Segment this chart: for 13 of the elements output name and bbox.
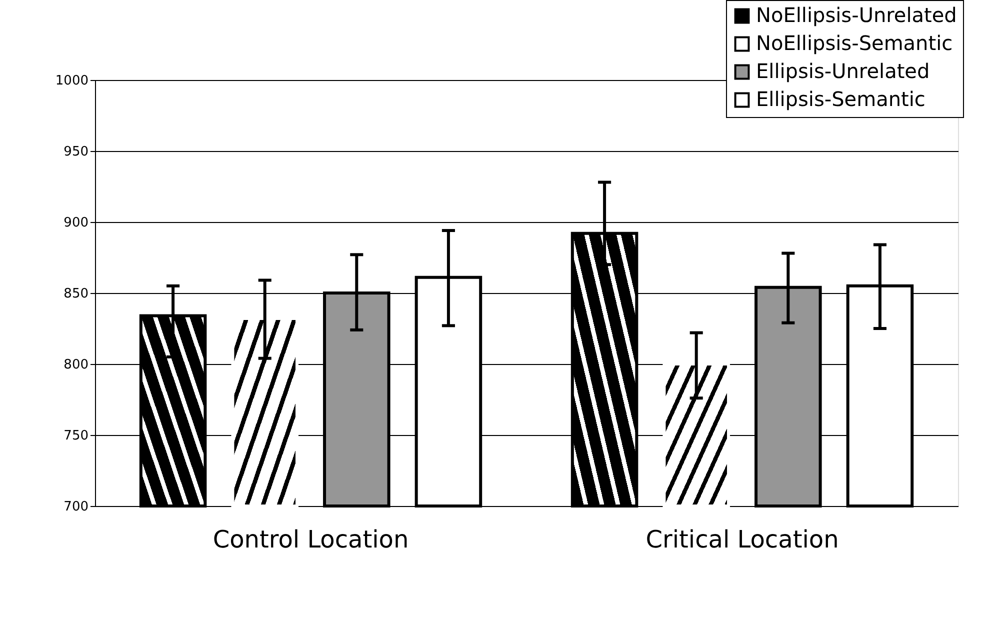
- y-tick-label: 850: [64, 286, 88, 302]
- y-tick-label: 900: [64, 216, 88, 230]
- y-tick-label: 800: [64, 358, 88, 372]
- legend-label: NoEllipsis-Semantic: [756, 31, 953, 55]
- y-tick-label: 700: [64, 500, 88, 514]
- y-tick-label: 950: [64, 144, 88, 160]
- legend-label: NoEllipsis-Unrelated: [756, 3, 957, 27]
- y-tick-label: 1000: [55, 74, 88, 88]
- legend-label: Ellipsis-Unrelated: [756, 59, 930, 83]
- y-tick-label: 750: [64, 428, 88, 444]
- x-tick-label: Critical Location: [646, 526, 839, 554]
- legend-label: Ellipsis-Semantic: [756, 87, 926, 111]
- x-tick-label: Control Location: [212, 526, 409, 554]
